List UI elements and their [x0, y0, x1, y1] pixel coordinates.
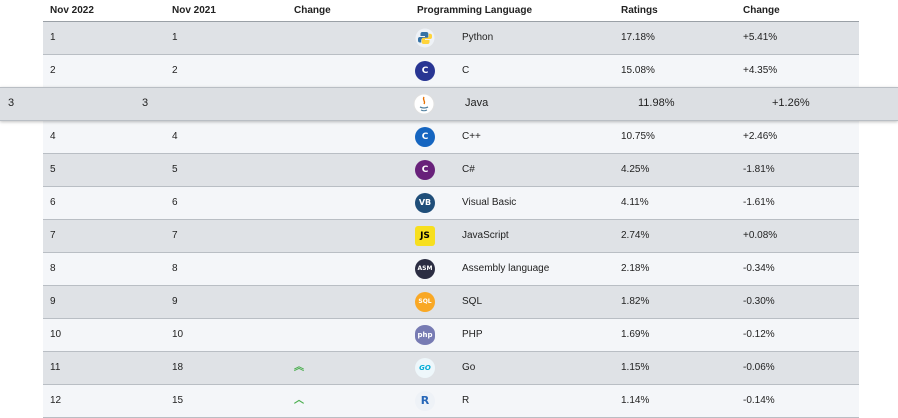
table-header: Nov 2022 Nov 2021 Change Programming Lan… — [43, 0, 859, 22]
highlighted-row-java[interactable]: 3 3 Java 11.98% +1.26% — [0, 87, 898, 121]
csharp-icon: C — [415, 160, 437, 182]
javascript-icon: JS — [415, 226, 437, 248]
rank-nov-2021: 9 — [172, 296, 178, 307]
rank-change: ︽ — [294, 352, 304, 384]
rank-nov-2022: 4 — [50, 131, 56, 142]
header-language[interactable]: Programming Language — [417, 5, 533, 16]
table-row[interactable]: 9 9 SQL SQL 1.82% -0.30% — [43, 286, 859, 319]
rank-nov-2021: 2 — [172, 65, 178, 76]
table-row[interactable]: 8 8 ASM Assembly language 2.18% -0.34% — [43, 253, 859, 286]
language-name[interactable]: Go — [462, 362, 476, 373]
table-row[interactable]: 6 6 VB Visual Basic 4.11% -1.61% — [43, 187, 859, 220]
header-change-percent[interactable]: Change — [743, 5, 780, 16]
rank-nov-2021: 7 — [172, 230, 178, 241]
header-nov-2022[interactable]: Nov 2022 — [50, 5, 94, 16]
table-row[interactable]: 10 10 php PHP 1.69% -0.12% — [43, 319, 859, 352]
rank-nov-2022: 12 — [50, 395, 62, 406]
rank-nov-2022: 2 — [50, 65, 56, 76]
rank-nov-2022: 8 — [50, 263, 56, 274]
rating-value: 1.69% — [621, 329, 650, 340]
change-value: -0.34% — [743, 263, 775, 274]
header-change[interactable]: Change — [294, 5, 331, 16]
language-name[interactable]: PHP — [462, 329, 483, 340]
rank-nov-2022: 10 — [50, 329, 62, 340]
python-icon — [415, 28, 437, 50]
rank-nov-2021: 4 — [172, 131, 178, 142]
rank-nov-2021: 5 — [172, 164, 178, 175]
table-row[interactable]: 4 4 C C++ 10.75% +2.46% — [43, 121, 859, 154]
rank-change: ︿ — [294, 385, 304, 417]
change-value: -0.12% — [743, 329, 775, 340]
change-value: -0.14% — [743, 395, 775, 406]
rank-nov-2021: 3 — [142, 97, 149, 109]
rank-nov-2021: 18 — [172, 362, 184, 373]
rating-value: 1.82% — [621, 296, 650, 307]
go-icon: GO — [415, 358, 437, 380]
language-name[interactable]: SQL — [462, 296, 483, 307]
change-value: -1.81% — [743, 164, 775, 175]
php-icon: php — [415, 325, 437, 347]
change-value: +4.35% — [743, 65, 778, 76]
visual-basic-icon: VB — [415, 193, 437, 215]
rank-nov-2022: 5 — [50, 164, 56, 175]
rating-value: 1.14% — [621, 395, 650, 406]
ranking-table: Nov 2022 Nov 2021 Change Programming Lan… — [43, 0, 859, 418]
up-arrow-icon: ︿ — [294, 395, 304, 406]
rank-nov-2022: 6 — [50, 197, 56, 208]
rank-nov-2021: 8 — [172, 263, 178, 274]
sql-icon: SQL — [415, 292, 437, 314]
rating-value: 4.25% — [621, 164, 650, 175]
header-ratings[interactable]: Ratings — [621, 5, 658, 16]
rating-value: 2.18% — [621, 263, 650, 274]
rating-value: 17.18% — [621, 32, 655, 43]
rating-value: 1.15% — [621, 362, 650, 373]
table-row[interactable]: 1 1 Python 17.18% +5.41% — [43, 22, 859, 55]
rank-nov-2022: 3 — [8, 97, 15, 109]
rating-value: 10.75% — [621, 131, 655, 142]
language-name[interactable]: C# — [462, 164, 475, 175]
language-name[interactable]: Java — [465, 97, 489, 109]
language-name[interactable]: Visual Basic — [462, 197, 517, 208]
table-row[interactable]: 2 2 C C 15.08% +4.35% — [43, 55, 859, 88]
rank-nov-2022: 7 — [50, 230, 56, 241]
c-icon: C — [415, 61, 437, 83]
rating-value: 11.98% — [638, 97, 675, 109]
rank-nov-2022: 1 — [50, 32, 56, 43]
change-value: -0.06% — [743, 362, 775, 373]
table-row[interactable]: 11 18 ︽ GO Go 1.15% -0.06% — [43, 352, 859, 385]
table-row[interactable]: 7 7 JS JavaScript 2.74% +0.08% — [43, 220, 859, 253]
language-name[interactable]: Python — [462, 32, 494, 43]
rating-value: 2.74% — [621, 230, 650, 241]
language-name[interactable]: Assembly language — [462, 263, 550, 274]
language-name[interactable]: C++ — [462, 131, 481, 142]
change-value: +2.46% — [743, 131, 778, 142]
language-name[interactable]: C — [462, 65, 470, 76]
change-value: -1.61% — [743, 197, 775, 208]
r-icon: R — [415, 391, 437, 413]
table-row[interactable]: 12 15 ︿ R R 1.14% -0.14% — [43, 385, 859, 418]
rank-nov-2021: 15 — [172, 395, 184, 406]
rank-nov-2021: 6 — [172, 197, 178, 208]
java-icon — [413, 93, 435, 115]
header-nov-2021[interactable]: Nov 2021 — [172, 5, 216, 16]
change-value: +1.26% — [772, 97, 810, 109]
rating-value: 4.11% — [621, 197, 649, 208]
language-name[interactable]: R — [462, 395, 470, 406]
table-row[interactable]: 5 5 C C# 4.25% -1.81% — [43, 154, 859, 187]
language-name[interactable]: JavaScript — [462, 230, 509, 241]
rank-nov-2022: 11 — [50, 362, 61, 373]
change-value: -0.30% — [743, 296, 775, 307]
double-up-arrow-icon: ︽ — [294, 362, 304, 373]
cpp-icon: C — [415, 127, 437, 149]
rank-nov-2022: 9 — [50, 296, 56, 307]
rating-value: 15.08% — [621, 65, 655, 76]
change-value: +5.41% — [743, 32, 778, 43]
change-value: +0.08% — [743, 230, 778, 241]
rank-nov-2021: 10 — [172, 329, 184, 340]
rank-nov-2021: 1 — [172, 32, 178, 43]
assembly-icon: ASM — [415, 259, 437, 281]
